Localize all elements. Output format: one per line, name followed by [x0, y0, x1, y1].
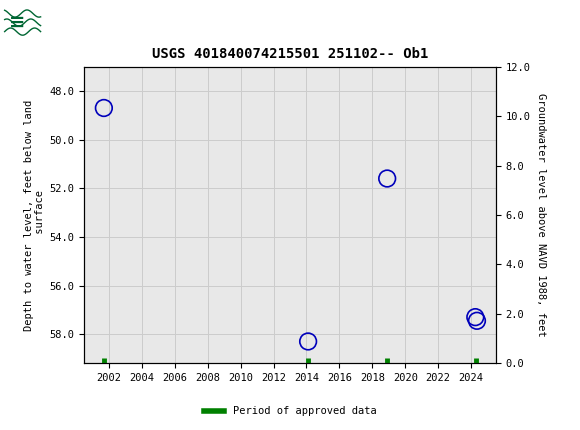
Y-axis label: Groundwater level above NAVD 1988, feet: Groundwater level above NAVD 1988, feet: [536, 93, 546, 337]
Point: [303, 338, 313, 345]
Y-axis label: Depth to water level, feet below land
 surface: Depth to water level, feet below land su…: [24, 99, 45, 331]
Point: [99, 104, 108, 111]
Text: USGS: USGS: [44, 14, 95, 31]
Point: [470, 314, 480, 321]
Point: [383, 175, 392, 182]
Point: [472, 317, 481, 324]
Legend: Period of approved data: Period of approved data: [200, 402, 380, 421]
Text: ≡: ≡: [9, 13, 25, 32]
Title: USGS 401840074215501 251102-- Ob1: USGS 401840074215501 251102-- Ob1: [152, 47, 428, 61]
Bar: [3, 2, 72, 43]
